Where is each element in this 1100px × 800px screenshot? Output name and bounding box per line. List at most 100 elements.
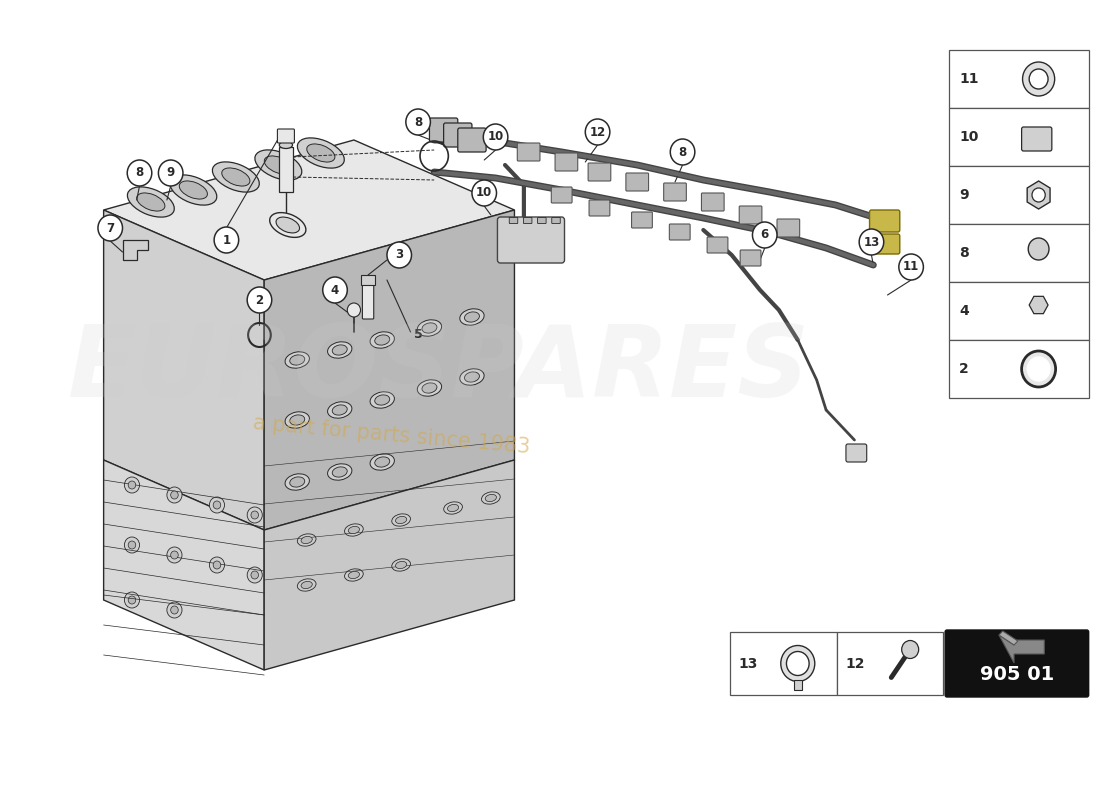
Text: 12: 12 (845, 657, 865, 670)
FancyBboxPatch shape (846, 444, 867, 462)
Ellipse shape (297, 138, 344, 168)
FancyBboxPatch shape (631, 212, 652, 228)
FancyBboxPatch shape (538, 218, 546, 223)
Circle shape (348, 303, 361, 317)
Circle shape (213, 501, 221, 509)
Circle shape (902, 641, 918, 658)
Ellipse shape (136, 193, 165, 211)
Ellipse shape (344, 569, 363, 581)
Ellipse shape (344, 524, 363, 536)
Ellipse shape (289, 477, 305, 487)
Circle shape (752, 222, 777, 248)
Ellipse shape (396, 562, 407, 569)
FancyBboxPatch shape (740, 250, 761, 266)
Circle shape (1027, 357, 1049, 381)
Circle shape (170, 606, 178, 614)
Ellipse shape (279, 142, 293, 149)
Circle shape (251, 571, 258, 579)
Circle shape (670, 139, 695, 165)
Polygon shape (122, 240, 149, 260)
Ellipse shape (443, 502, 462, 514)
Ellipse shape (464, 312, 480, 322)
Polygon shape (264, 460, 515, 670)
Polygon shape (279, 147, 293, 192)
FancyBboxPatch shape (556, 153, 578, 171)
Text: 3: 3 (395, 249, 404, 262)
Circle shape (472, 180, 496, 206)
Polygon shape (1027, 181, 1050, 209)
Circle shape (167, 602, 182, 618)
Ellipse shape (179, 181, 208, 199)
Ellipse shape (264, 156, 293, 174)
Ellipse shape (370, 454, 395, 470)
Ellipse shape (297, 534, 316, 546)
Circle shape (129, 596, 135, 604)
Polygon shape (264, 210, 515, 530)
Circle shape (209, 497, 224, 513)
Text: 11: 11 (959, 72, 979, 86)
Text: 12: 12 (590, 126, 606, 138)
FancyBboxPatch shape (277, 129, 295, 143)
Text: 905 01: 905 01 (980, 666, 1054, 685)
Text: 11: 11 (903, 261, 920, 274)
Ellipse shape (285, 412, 309, 428)
FancyBboxPatch shape (443, 123, 472, 147)
Text: 9: 9 (959, 188, 969, 202)
Circle shape (124, 592, 140, 608)
Circle shape (859, 229, 883, 255)
Ellipse shape (396, 516, 407, 524)
Text: 8: 8 (959, 246, 969, 260)
FancyBboxPatch shape (702, 193, 724, 211)
Circle shape (585, 119, 609, 145)
Text: 2: 2 (959, 362, 969, 376)
Ellipse shape (460, 369, 484, 385)
FancyBboxPatch shape (524, 218, 532, 223)
Ellipse shape (285, 352, 309, 368)
Ellipse shape (392, 514, 410, 526)
FancyBboxPatch shape (626, 173, 649, 191)
Polygon shape (999, 635, 1044, 663)
Text: 1: 1 (222, 234, 231, 246)
Circle shape (167, 487, 182, 503)
FancyBboxPatch shape (945, 630, 1089, 697)
Ellipse shape (482, 492, 500, 504)
Circle shape (98, 215, 122, 241)
Circle shape (781, 646, 815, 682)
Ellipse shape (375, 335, 389, 345)
Text: 10: 10 (959, 130, 979, 144)
Ellipse shape (460, 309, 484, 325)
Polygon shape (1030, 296, 1048, 314)
Ellipse shape (448, 504, 459, 512)
FancyBboxPatch shape (552, 218, 560, 223)
Bar (949, 224, 1089, 282)
Text: a part for parts since 1983: a part for parts since 1983 (252, 413, 531, 457)
Ellipse shape (222, 168, 250, 186)
Circle shape (786, 651, 810, 675)
Polygon shape (103, 210, 264, 530)
FancyBboxPatch shape (777, 219, 800, 237)
Ellipse shape (289, 355, 305, 365)
Circle shape (124, 477, 140, 493)
Ellipse shape (349, 526, 360, 534)
Ellipse shape (370, 392, 395, 408)
Text: 13: 13 (864, 235, 880, 249)
Text: 13: 13 (738, 657, 758, 670)
Circle shape (129, 481, 135, 489)
Circle shape (483, 124, 508, 150)
Ellipse shape (375, 457, 389, 467)
Ellipse shape (392, 559, 410, 571)
FancyBboxPatch shape (590, 200, 609, 216)
FancyBboxPatch shape (739, 206, 762, 224)
Bar (729, 632, 836, 695)
Ellipse shape (212, 162, 260, 192)
Circle shape (1022, 351, 1056, 387)
Circle shape (1030, 69, 1048, 89)
Text: 4: 4 (331, 283, 339, 297)
Ellipse shape (328, 342, 352, 358)
Ellipse shape (417, 320, 441, 336)
Circle shape (128, 160, 152, 186)
Ellipse shape (289, 415, 305, 425)
FancyBboxPatch shape (551, 187, 572, 203)
Circle shape (406, 109, 430, 135)
Circle shape (1023, 62, 1055, 96)
